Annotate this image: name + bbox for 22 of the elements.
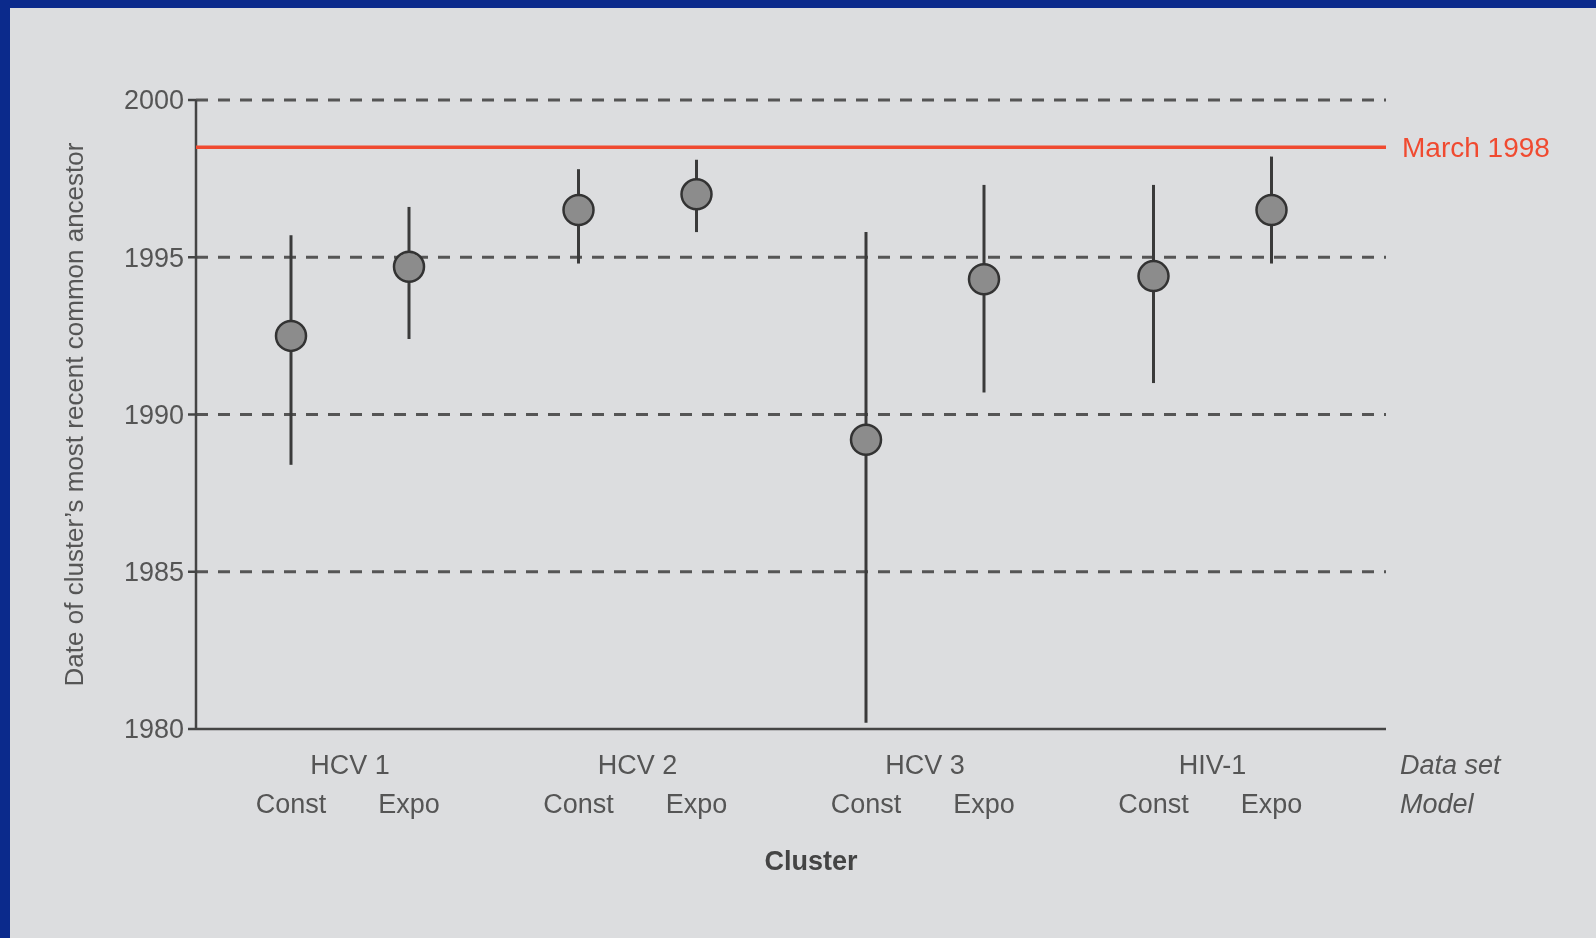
- y-tick-label: 1985: [123, 557, 184, 588]
- x-tick-label: Expo: [953, 789, 1015, 820]
- x-tick-label: Const: [830, 789, 902, 820]
- x-tick-label: Expo: [378, 789, 440, 820]
- x-tick-label: Const: [543, 789, 615, 820]
- text: HCV 1: [310, 750, 390, 781]
- y-tick-label: 1990: [123, 399, 184, 430]
- x-tick-label: Expo: [1240, 789, 1303, 820]
- text: HCV 2: [597, 750, 678, 781]
- ref-line-label: March 1998: [1402, 131, 1550, 163]
- x-tick-label: Expo: [665, 789, 728, 820]
- x-tick-label: Const: [1118, 789, 1190, 820]
- y-tick-label: 1980: [123, 714, 184, 745]
- y-tick-label: 2000: [123, 85, 184, 116]
- text: Model: [1400, 789, 1475, 820]
- text: HCV 3: [885, 750, 965, 781]
- text: Data set: [1400, 750, 1503, 781]
- y-tick-label: 1995: [123, 242, 184, 273]
- y-axis-title: Date of cluster’s most recent common ancestor: [59, 142, 90, 687]
- x-tick-label: Const: [255, 789, 327, 820]
- x-axis-title: Cluster: [764, 846, 858, 877]
- text: HIV-1: [1178, 750, 1247, 781]
